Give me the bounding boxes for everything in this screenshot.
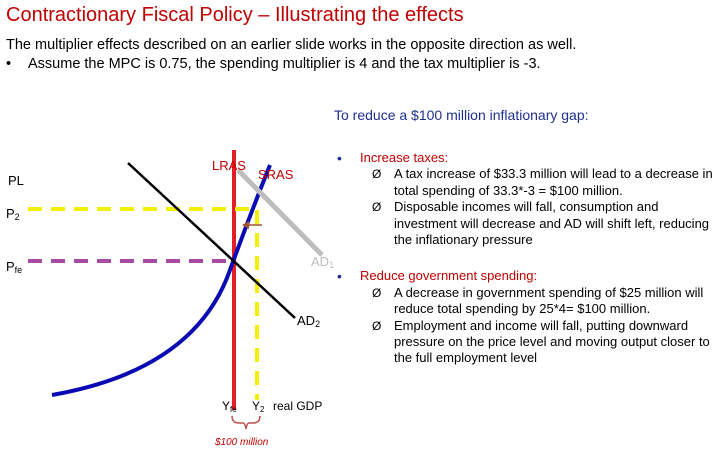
gap-amount-label: $100 million	[214, 437, 269, 448]
sub-bullet: Ø Employment and income will fall, puttin…	[360, 318, 718, 367]
x-axis-label: real GDP	[273, 399, 322, 413]
gap-heading: To reduce a $100 million inflationary ga…	[334, 107, 589, 123]
arrow-bullet-icon: Ø	[372, 167, 382, 182]
p2-label: P2	[6, 206, 20, 222]
intro-text: The multiplier effects described on an e…	[6, 36, 576, 74]
intro-line: The multiplier effects described on an e…	[6, 37, 577, 53]
y2-label-main: Y	[252, 399, 260, 413]
ad1-label-main: AD	[311, 254, 329, 269]
intro-bullet-line: • Assume the MPC is 0.75, the spending mu…	[6, 55, 576, 74]
sub-bullet: Ø Disposable incomes will fall, consumpti…	[360, 199, 718, 248]
bullet-icon: •	[6, 56, 12, 72]
sub-bullet-text: A tax increase of $33.3 million will lea…	[394, 166, 713, 198]
intro-assumption: Assume the MPC is 0.75, the spending mul…	[28, 56, 541, 72]
policy-bullets: • Increase taxes: Ø A tax increase of $33…	[332, 150, 718, 387]
pfe-label-main: P	[6, 259, 15, 274]
yfe-label-main: Y	[222, 399, 230, 413]
sub-bullet-text: Employment and income will fall, putting…	[394, 317, 710, 366]
ad-as-diagram: PL P2 Pfe LRAS SRAS AD1 AD2 Yfe Y2 real …	[6, 150, 334, 448]
bullet-heading: Increase taxes:	[360, 150, 449, 165]
y2-label: Y2	[252, 399, 265, 414]
sub-bullet-text: Disposable incomes will fall, consumptio…	[394, 199, 710, 248]
gap-brace	[231, 415, 261, 430]
sras-curve	[51, 164, 272, 397]
yfe-label: Yfe	[222, 399, 237, 414]
ad1-label-sub: 1	[329, 260, 334, 270]
lras-label: LRAS	[212, 158, 246, 173]
bullet-reduce-spending: • Reduce government spending: Ø A decreas…	[332, 268, 718, 366]
p2-label-sub: 2	[15, 212, 20, 222]
y2-label-sub: 2	[260, 405, 265, 414]
sub-bullet-text: A decrease in government spending of $25…	[394, 284, 704, 317]
bullet-icon: •	[337, 268, 342, 285]
pfe-label: Pfe	[6, 259, 22, 275]
sub-bullet: Ø A decrease in government spending of $2…	[360, 285, 718, 318]
y-axis-label: PL	[8, 173, 24, 188]
ad2-label: AD2	[297, 313, 320, 329]
slide-title: Contractionary Fiscal Policy – Illustrat…	[6, 4, 464, 26]
ad1-label: AD1	[311, 254, 334, 270]
bullet-increase-taxes: • Increase taxes: Ø A tax increase of $33…	[332, 150, 718, 248]
yfe-label-sub: fe	[230, 405, 237, 414]
bullet-icon: •	[337, 150, 342, 166]
arrow-bullet-icon: Ø	[372, 285, 382, 300]
sras-label: SRAS	[258, 167, 294, 182]
arrow-bullet-icon: Ø	[372, 318, 382, 333]
shift-arrow-head	[242, 221, 249, 229]
sub-bullet: Ø A tax increase of $33.3 million will le…	[360, 166, 718, 199]
p2-label-main: P	[6, 206, 15, 221]
ad1-line	[236, 168, 324, 257]
ad2-label-sub: 2	[315, 319, 320, 329]
pfe-label-sub: fe	[15, 265, 23, 275]
ad2-label-main: AD	[297, 313, 315, 328]
ad2-line	[127, 162, 296, 319]
bullet-heading: Reduce government spending:	[360, 268, 538, 284]
arrow-bullet-icon: Ø	[372, 200, 382, 215]
